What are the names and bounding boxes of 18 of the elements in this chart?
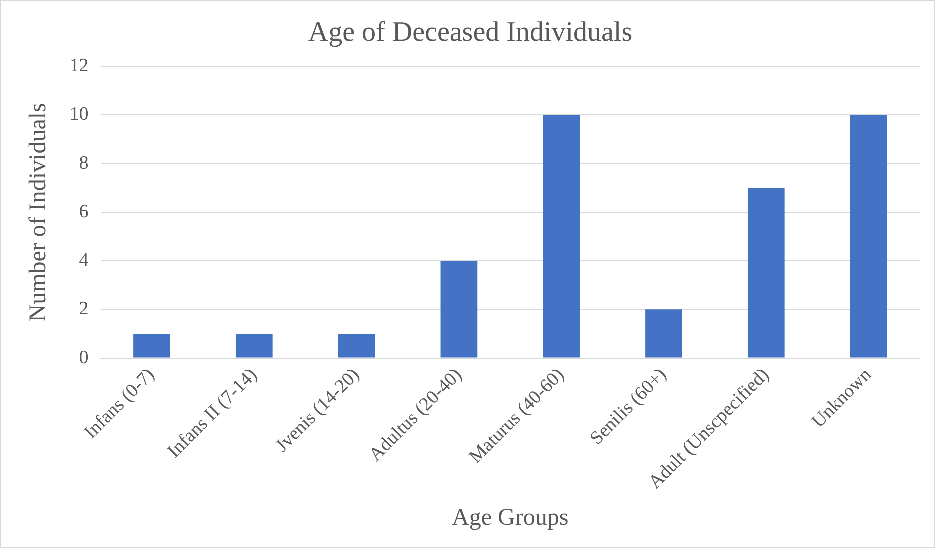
bar	[543, 115, 580, 358]
x-axis-title: Age Groups	[452, 504, 569, 531]
bar	[134, 334, 170, 358]
y-tick-label: 2	[79, 298, 89, 320]
y-tick-label: 10	[70, 104, 89, 126]
bar	[748, 188, 785, 358]
y-tick-label: 0	[79, 347, 89, 368]
bar	[236, 334, 273, 358]
y-tick-label: 6	[79, 201, 89, 222]
bar	[440, 261, 478, 358]
y-tick-label: 4	[79, 250, 90, 272]
y-tick-label: 12	[70, 56, 89, 77]
y-axis-title: Number of Individuals	[26, 103, 52, 322]
bar	[646, 310, 682, 358]
bar	[338, 334, 376, 358]
bar	[850, 115, 888, 358]
chart-title: Age of Deceased Individuals	[308, 17, 633, 48]
y-tick-label: 8	[79, 152, 89, 174]
